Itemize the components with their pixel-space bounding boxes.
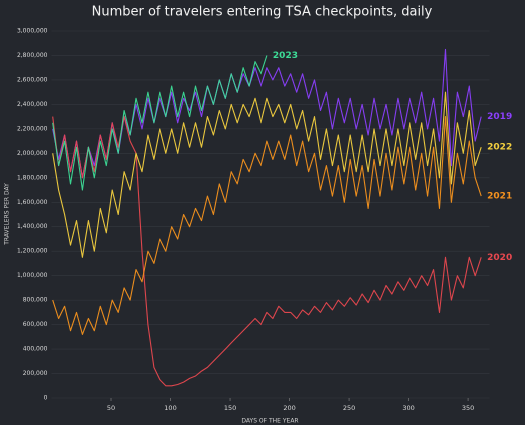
series-label: 2020 [487, 253, 512, 263]
y-tick-label: 1,200,000 [17, 248, 48, 255]
y-tick-label: 1,000,000 [17, 272, 48, 279]
x-tick-label: 150 [224, 404, 236, 412]
y-tick-label: 2,600,000 [17, 76, 48, 83]
y-tick-label: 2,800,000 [17, 52, 48, 59]
series-line [52, 116, 482, 335]
y-tick-label: 800,000 [23, 297, 48, 304]
y-tick-label: 1,800,000 [17, 174, 48, 181]
y-tick-label: 0 [44, 395, 48, 402]
x-tick-label: 250 [343, 404, 355, 412]
series-line [52, 91, 482, 258]
y-tick-label: 200,000 [23, 370, 48, 377]
y-axis-title: TRAVELERS PER DAY [4, 183, 11, 246]
series-line [52, 55, 268, 191]
x-tick-label: 300 [402, 404, 414, 412]
series-label: 2023 [273, 51, 298, 61]
x-tick-label: 350 [462, 404, 474, 412]
series-label: 2022 [487, 143, 512, 153]
series-line [52, 116, 482, 387]
x-tick-label: 200 [283, 404, 295, 412]
x-tick-label: 50 [107, 404, 115, 412]
x-tick-label: 100 [164, 404, 176, 412]
y-tick-label: 3,000,000 [17, 28, 48, 35]
series-label: 2021 [487, 192, 512, 202]
series-label: 2019 [487, 112, 512, 122]
y-tick-label: 1,600,000 [17, 199, 48, 206]
y-tick-label: 1,400,000 [17, 223, 48, 230]
y-tick-label: 2,200,000 [17, 125, 48, 132]
x-axis-title: DAYS OF THE YEAR [241, 418, 298, 425]
chart-title: Number of travelers entering TSA checkpo… [92, 5, 433, 20]
series-line [52, 48, 482, 179]
y-tick-label: 2,000,000 [17, 150, 48, 157]
y-tick-label: 2,400,000 [17, 101, 48, 108]
y-tick-label: 600,000 [23, 321, 48, 328]
y-tick-label: 400,000 [23, 346, 48, 353]
